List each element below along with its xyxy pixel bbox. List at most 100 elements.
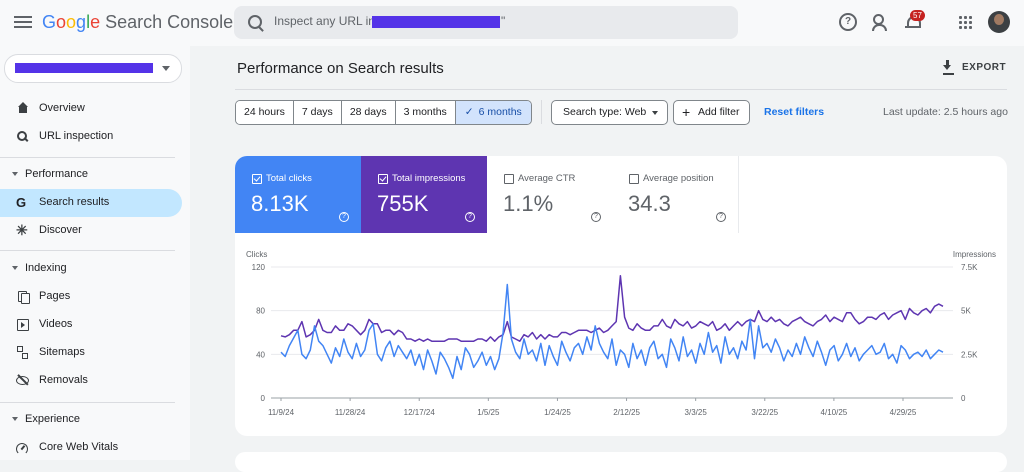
clicks-series-line[interactable]: [280, 283, 944, 380]
logo-letter: G: [42, 12, 57, 32]
download-icon: [942, 60, 954, 74]
metric-label: Total clicks: [266, 173, 312, 184]
gauge-icon: [16, 441, 29, 455]
check-icon: ✓: [464, 106, 474, 118]
sidebar-item-label: Discover: [39, 224, 82, 236]
property-selector[interactable]: [4, 54, 182, 83]
logo-letter: o: [56, 12, 67, 32]
sidebar-divider: [0, 250, 175, 251]
metric-total-clicks[interactable]: Total clicks 8.13K ?: [235, 156, 361, 233]
reset-filters-link[interactable]: Reset filters: [764, 106, 825, 118]
right-axis-tick-label: 2.5K: [961, 350, 978, 359]
sidebar-section-indexing[interactable]: Indexing: [0, 258, 182, 280]
add-filter-label: Add filter: [698, 106, 740, 118]
impressions-series-line[interactable]: [280, 274, 944, 342]
caret-down-icon: [652, 111, 658, 115]
x-axis-tick-label: 1/24/25: [544, 408, 571, 417]
logo-letter: l: [86, 12, 91, 32]
checkbox-unchecked-icon[interactable]: [629, 174, 639, 184]
date-range-selector: 24 hours 7 days 28 days 3 months ✓ 6 mont…: [235, 100, 532, 125]
sidebar-item-discover[interactable]: ✳ Discover: [0, 217, 182, 245]
metric-label: Average position: [643, 173, 714, 184]
pages-icon: [16, 290, 30, 304]
help-icon[interactable]: ?: [465, 212, 475, 222]
checkbox-unchecked-icon[interactable]: [504, 174, 514, 184]
checkbox-checked-icon[interactable]: [378, 174, 388, 184]
date-range-label: 6 months: [478, 106, 522, 118]
home-icon: [16, 102, 29, 115]
search-type-dropdown[interactable]: Search type: Web: [551, 100, 668, 125]
date-range-24-hours[interactable]: 24 hours: [236, 101, 294, 124]
sidebar-item-label: URL inspection: [39, 130, 114, 142]
date-range-28-days[interactable]: 28 days: [341, 101, 396, 124]
sidebar-item-videos[interactable]: Videos: [0, 311, 182, 339]
manage-users-icon[interactable]: [872, 13, 890, 31]
date-range-7-days[interactable]: 7 days: [293, 101, 342, 124]
help-icon[interactable]: ?: [716, 212, 726, 222]
eye-slash-icon: [16, 374, 29, 387]
x-axis-tick-label: 12/17/24: [404, 408, 436, 417]
sidebar-divider: [0, 157, 175, 158]
sidebar-item-url-inspection[interactable]: URL inspection: [0, 123, 182, 151]
left-axis-tick-label: 120: [252, 263, 266, 272]
x-axis-tick-label: 11/28/24: [335, 408, 366, 417]
help-icon[interactable]: ?: [339, 212, 349, 222]
left-axis-tick-label: 0: [261, 394, 266, 403]
account-avatar[interactable]: [988, 11, 1010, 33]
add-filter-button[interactable]: + Add filter: [673, 100, 750, 125]
sidebar-item-label: Removals: [39, 374, 88, 386]
hamburger-menu-icon[interactable]: [14, 13, 32, 29]
redacted-property-url: [372, 16, 500, 28]
sidebar-divider: [0, 402, 175, 403]
sidebar-item-removals[interactable]: Removals: [0, 367, 182, 395]
x-axis-tick-label: 11/9/24: [268, 408, 295, 417]
metric-value: 8.13K: [251, 191, 309, 216]
sidebar-item-label: Search results: [39, 196, 110, 208]
metric-average-position[interactable]: Average position 34.3 ?: [612, 156, 739, 233]
sidebar-item-pages[interactable]: Pages: [0, 283, 182, 311]
google-g-icon: G: [16, 195, 27, 210]
date-range-6-months[interactable]: ✓ 6 months: [455, 101, 531, 124]
search-icon: [16, 130, 29, 143]
apps-grid-icon[interactable]: [958, 15, 972, 29]
search-placeholder-suffix: ": [501, 14, 506, 28]
caret-down-icon: [12, 417, 18, 421]
sidebar-section-experience[interactable]: Experience: [0, 409, 182, 431]
caret-down-icon: [12, 172, 18, 176]
sidebar-section-label: Indexing: [25, 262, 67, 274]
help-icon[interactable]: ?: [839, 13, 857, 31]
search-icon[interactable]: [248, 15, 262, 29]
sidebar-item-label: Sitemaps: [39, 346, 85, 358]
page-title: Performance on Search results: [237, 60, 444, 77]
url-inspect-search[interactable]: ": [234, 6, 738, 39]
right-axis-tick-label: 0: [961, 394, 966, 403]
metric-label: Total impressions: [392, 173, 466, 184]
export-button-label: EXPORT: [962, 62, 1007, 73]
logo-letter: e: [90, 12, 101, 32]
help-icon[interactable]: ?: [591, 212, 601, 222]
sitemap-icon: [16, 346, 29, 359]
filter-separator: [541, 100, 542, 124]
metric-average-ctr[interactable]: Average CTR 1.1% ?: [487, 156, 614, 233]
sidebar-section-performance[interactable]: Performance: [0, 164, 182, 186]
metric-total-impressions[interactable]: Total impressions 755K ?: [361, 156, 487, 233]
queries-card: [235, 452, 1007, 472]
sidebar-item-sitemaps[interactable]: Sitemaps: [0, 339, 182, 367]
app-logo[interactable]: Google Search Console: [42, 12, 233, 33]
x-axis-tick-label: 1/5/25: [477, 408, 500, 417]
checkbox-checked-icon[interactable]: [252, 174, 262, 184]
left-axis-tick-label: 40: [256, 350, 265, 359]
left-axis-tick-label: 80: [256, 307, 265, 316]
metric-value: 1.1%: [503, 191, 554, 216]
sidebar-section-label: Experience: [25, 413, 81, 425]
sidebar-section-label: Performance: [25, 168, 88, 180]
sidebar-item-core-web-vitals[interactable]: Core Web Vitals: [0, 434, 182, 462]
date-range-3-months[interactable]: 3 months: [395, 101, 456, 124]
notification-count-badge: 57: [910, 10, 925, 21]
sidebar-item-overview[interactable]: Overview: [0, 95, 182, 123]
x-axis-tick-label: 2/12/25: [613, 408, 640, 417]
x-axis-tick-label: 4/29/25: [890, 408, 917, 417]
sidebar-item-search-results[interactable]: G Search results: [0, 189, 182, 217]
chevron-down-icon: [162, 66, 170, 71]
